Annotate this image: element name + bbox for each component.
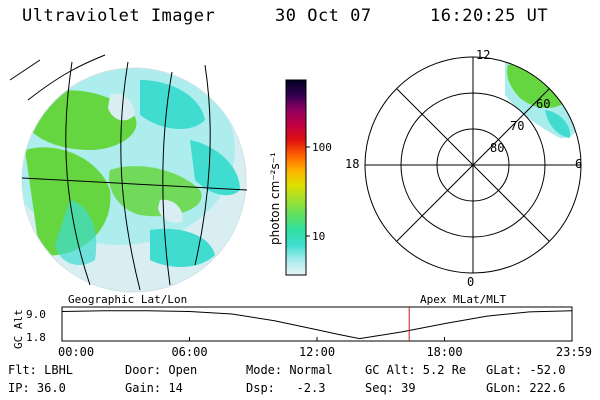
date-label: 30 Oct 07 xyxy=(275,6,372,26)
caption-geographic: Geographic Lat/Lon xyxy=(68,293,187,306)
status-glon: GLon: 222.6 xyxy=(486,381,566,395)
altitude-ylabel: GC Alt xyxy=(12,309,25,349)
x-tick-label: 12:00 xyxy=(299,345,335,359)
status-gc-alt: GC Alt: 5.2 Re xyxy=(365,363,467,377)
mlt-label-6: 6 xyxy=(575,157,582,171)
mlt-label-0: 0 xyxy=(467,275,474,289)
colorbar-label: photon cm⁻²s⁻¹ xyxy=(268,152,282,245)
uv-disk-image xyxy=(9,54,248,293)
x-tick-label: 06:00 xyxy=(171,345,207,359)
x-tick-label: 23:59 xyxy=(556,345,592,359)
colorbar-tick-10: 10 xyxy=(312,230,325,243)
lat-label-60: 60 xyxy=(536,97,550,111)
altitude-chart: GC Alt 9.0 1.8 00:00 06:00 12:00 18:00 23:59 xyxy=(12,306,592,359)
colorbar-ramp xyxy=(285,79,307,276)
altitude-plot-frame xyxy=(61,306,573,342)
status-glat: GLat: -52.0 xyxy=(486,363,566,377)
altitude-series-line xyxy=(61,310,573,340)
caption-apex: Apex MLat/MLT xyxy=(420,293,506,306)
app-title: Ultraviolet Imager xyxy=(22,6,216,26)
status-dsp: Dsp: -2.3 xyxy=(246,381,326,395)
x-tick-label: 18:00 xyxy=(426,345,462,359)
status-mode: Mode: Normal xyxy=(246,363,333,377)
status-gain: Gain: 14 xyxy=(125,381,183,395)
status-filter: Flt: LBHL xyxy=(8,363,74,377)
time-label: 16:20:25 UT xyxy=(430,6,549,26)
polar-plot: 12 18 6 0 60 70 80 xyxy=(345,48,582,289)
x-tick-label: 00:00 xyxy=(58,345,94,359)
lat-label-80: 80 xyxy=(490,141,504,155)
colorbar-tick-100: 100 xyxy=(312,141,332,154)
lat-label-70: 70 xyxy=(510,119,524,133)
ytick-label-bottom: 1.8 xyxy=(26,331,46,344)
mlt-label-18: 18 xyxy=(345,157,359,171)
colorbar: 100 10 photon cm⁻²s⁻¹ xyxy=(268,79,332,276)
status-door: Door: Open xyxy=(125,363,198,377)
status-seq: Seq: 39 xyxy=(365,381,416,395)
ytick-label-top: 9.0 xyxy=(26,308,46,321)
status-ip: IP: 36.0 xyxy=(8,381,66,395)
mlt-label-12: 12 xyxy=(476,48,490,62)
x-axis-ticks: 00:00 06:00 12:00 18:00 23:59 xyxy=(58,337,592,359)
